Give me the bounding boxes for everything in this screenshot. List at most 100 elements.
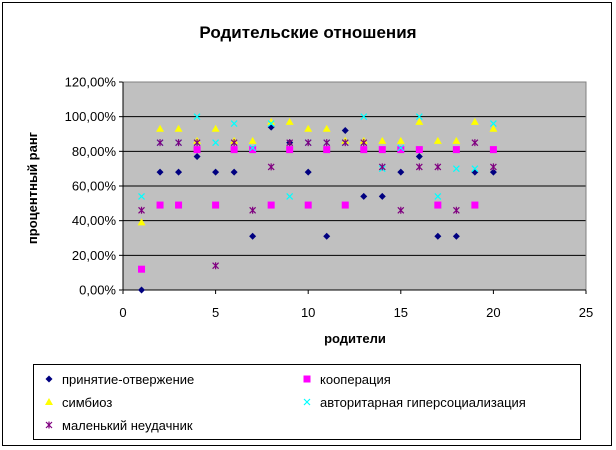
legend-item: кооперация — [302, 368, 391, 390]
legend-label: симбиоз — [62, 394, 113, 410]
data-point — [193, 139, 201, 147]
x-tick-label: 5 — [212, 305, 219, 320]
data-point — [470, 117, 479, 125]
y-tick-label: 0,00% — [79, 283, 116, 298]
data-point — [471, 139, 479, 147]
data-point — [304, 139, 312, 147]
data-point — [138, 265, 146, 273]
data-point — [137, 218, 146, 226]
data-point — [175, 139, 182, 147]
axes — [119, 81, 587, 294]
data-point — [397, 144, 405, 152]
data-point — [249, 206, 257, 214]
data-point — [304, 168, 312, 176]
legend-marker — [303, 398, 311, 406]
data-point — [489, 124, 498, 132]
data-point — [360, 113, 368, 121]
data-point — [230, 168, 238, 176]
data-point — [452, 146, 460, 154]
x-tick-label: 20 — [486, 305, 500, 320]
data-point — [248, 136, 257, 144]
data-point — [286, 146, 294, 154]
data-point — [175, 168, 183, 176]
data-point — [286, 139, 294, 147]
data-point — [156, 124, 165, 132]
data-point — [138, 286, 146, 294]
y-tick-label: 100,00% — [65, 109, 117, 124]
legend-item: маленький неудачник — [44, 414, 193, 436]
legend-marker-icon — [45, 375, 53, 383]
x-tick-label: 25 — [579, 305, 593, 320]
data-point — [249, 146, 257, 154]
legend-item: принятие-отвержение — [44, 368, 194, 390]
legend-marker — [45, 375, 53, 383]
data-point — [415, 153, 423, 161]
data-point — [175, 201, 183, 209]
data-point — [212, 262, 220, 270]
data-point — [212, 139, 220, 147]
legend-marker — [303, 375, 311, 383]
data-point — [322, 124, 331, 132]
data-point — [286, 192, 294, 200]
data-point — [323, 146, 331, 154]
data-point — [397, 168, 405, 176]
data-point — [396, 136, 405, 144]
data-point — [211, 124, 220, 132]
chart-title: Родительские отношения — [199, 23, 416, 42]
data-point — [434, 201, 442, 209]
data-point — [323, 139, 331, 147]
y-axis-label: процентный ранг — [25, 131, 40, 244]
data-point — [415, 163, 423, 171]
y-tick-label: 120,00% — [65, 75, 117, 90]
data-point — [360, 146, 368, 154]
data-point — [433, 136, 442, 144]
data-point — [378, 192, 386, 200]
data-point — [304, 124, 313, 132]
data-point — [267, 163, 275, 171]
legend-marker-icon — [303, 398, 311, 406]
data-point — [138, 192, 145, 200]
series-2 — [138, 146, 497, 273]
data-point — [341, 201, 349, 209]
data-point — [341, 127, 349, 135]
data-point — [212, 168, 220, 176]
data-point — [304, 201, 312, 209]
data-point — [360, 139, 368, 147]
data-point — [249, 144, 257, 152]
legend-marker-icon — [45, 398, 53, 405]
data-point — [452, 206, 460, 214]
y-tick-label: 80,00% — [72, 144, 117, 159]
data-point — [249, 232, 257, 240]
y-tick-label: 60,00% — [72, 179, 117, 194]
data-point — [452, 165, 460, 173]
data-point — [489, 163, 497, 171]
data-point — [156, 139, 164, 147]
data-point — [341, 139, 349, 147]
legend-marker-icon — [45, 421, 53, 429]
legend-label: кооперация — [320, 371, 391, 387]
data-point — [489, 168, 497, 176]
legend-item: симбиоз — [44, 391, 112, 413]
data-point — [212, 201, 220, 209]
legend-marker — [45, 398, 53, 405]
data-point — [156, 168, 164, 176]
data-point — [156, 201, 164, 209]
data-point — [230, 120, 238, 128]
data-point — [360, 192, 368, 200]
legend-label: маленький неудачник — [62, 417, 193, 433]
data-point — [489, 120, 497, 128]
data-point — [323, 232, 331, 240]
data-point — [230, 146, 238, 154]
data-point — [452, 232, 460, 240]
data-points — [137, 113, 498, 294]
data-point — [267, 120, 275, 128]
data-point — [452, 136, 461, 144]
legend-marker-icon — [303, 375, 311, 383]
data-point — [193, 153, 201, 161]
series-4 — [138, 113, 497, 200]
legend-label: авторитарная гиперсоциализация — [320, 394, 526, 410]
data-point — [230, 139, 238, 147]
data-point — [471, 201, 479, 209]
data-point — [415, 113, 423, 121]
